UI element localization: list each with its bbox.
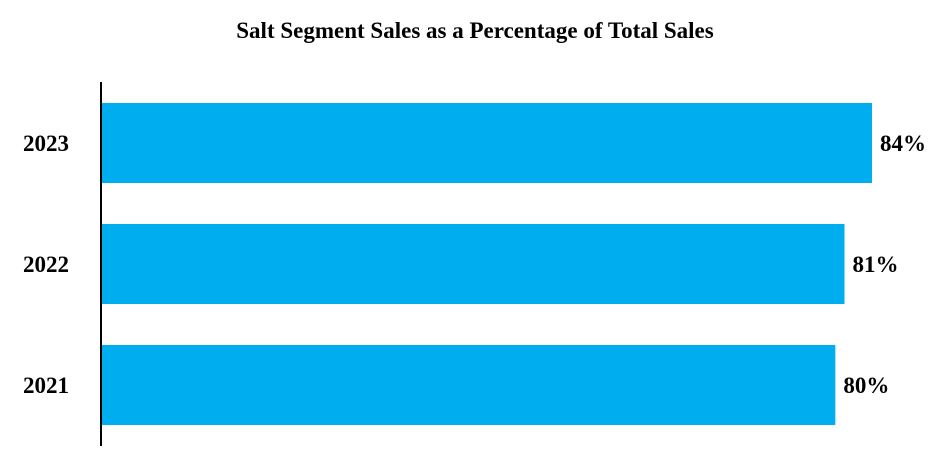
y-tick-label-2023: 2023 — [23, 131, 69, 156]
chart-title: Salt Segment Sales as a Percentage of To… — [236, 18, 714, 43]
bar-2023 — [102, 103, 872, 183]
data-label-2022: 81% — [853, 252, 899, 277]
y-tick-label-2022: 2022 — [23, 252, 69, 277]
bar-2022 — [102, 224, 845, 304]
bar-2021 — [102, 345, 836, 425]
data-label-2021: 80% — [843, 373, 889, 398]
data-label-2023: 84% — [880, 131, 926, 156]
y-tick-label-2021: 2021 — [23, 373, 69, 398]
